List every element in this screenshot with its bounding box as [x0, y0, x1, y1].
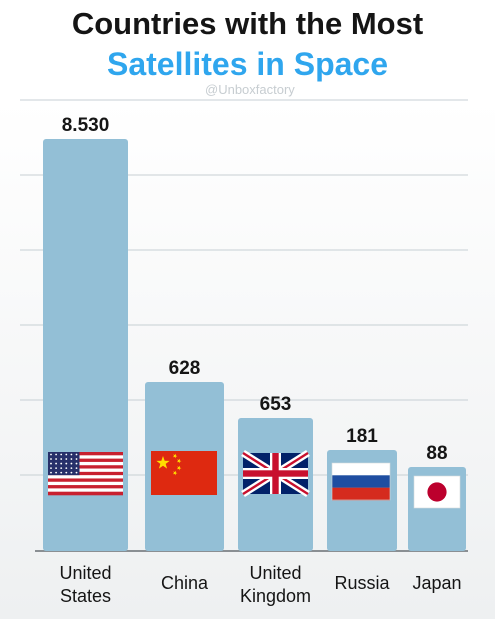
russia-flag-icon — [331, 462, 391, 501]
chart-title: Countries with the Most — [71, 6, 424, 41]
china-flag-icon — [151, 451, 217, 495]
watermark: @Unboxfactory — [205, 82, 295, 97]
chart-subtitle: Satellites in Space — [106, 46, 388, 82]
flags — [48, 450, 461, 509]
us-flag-icon — [48, 452, 123, 496]
category-label: Japan — [412, 573, 461, 593]
labels: 8.530 United States 628 China 653 United Kingdo… — [59, 115, 461, 606]
value-label: 88 — [426, 443, 447, 464]
value-label: 628 — [169, 358, 201, 379]
value-label: 181 — [346, 426, 378, 447]
japan-flag-icon — [413, 475, 461, 509]
uk-flag-icon — [241, 450, 310, 497]
bar — [43, 139, 128, 551]
value-label: 653 — [260, 394, 292, 415]
category-label: United States — [59, 563, 111, 606]
chart-header: Countries with the Most Satellites in Sp… — [0, 0, 495, 100]
value-label: 8.530 — [62, 115, 110, 136]
category-label: Russia — [334, 573, 390, 593]
category-label: United Kingdom — [240, 563, 311, 606]
category-label: China — [161, 573, 209, 593]
